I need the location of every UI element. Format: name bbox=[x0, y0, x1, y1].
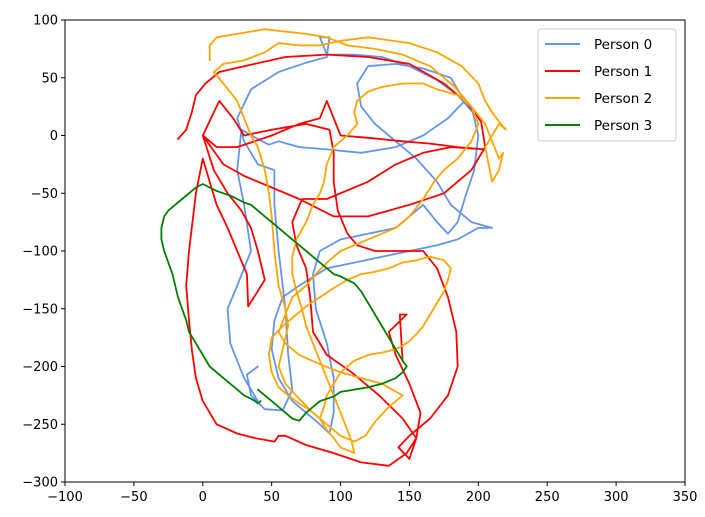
y-tick-label: −200 bbox=[22, 360, 58, 375]
y-tick-label: −300 bbox=[22, 476, 58, 491]
series-line-person-1 bbox=[177, 53, 487, 467]
x-tick-label: −100 bbox=[47, 490, 83, 505]
y-tick-label: −150 bbox=[22, 302, 58, 317]
x-tick-label: 0 bbox=[199, 490, 207, 505]
series-line-person-3 bbox=[160, 183, 408, 422]
series-line-person-2 bbox=[208, 28, 507, 454]
x-tick-label: 100 bbox=[328, 490, 353, 505]
plot-area bbox=[160, 28, 507, 467]
x-tick-label: 50 bbox=[263, 490, 280, 505]
legend-label: Person 0 bbox=[594, 37, 652, 53]
legend-label: Person 2 bbox=[594, 91, 652, 107]
legend-label: Person 1 bbox=[594, 64, 652, 80]
y-tick-label: 0 bbox=[50, 129, 58, 144]
x-tick-label: 350 bbox=[673, 490, 698, 505]
y-tick-label: −250 bbox=[22, 418, 58, 433]
y-tick-label: −50 bbox=[31, 187, 58, 202]
y-tick-label: 100 bbox=[33, 14, 58, 29]
x-tick-label: 300 bbox=[604, 490, 629, 505]
x-tick-label: 250 bbox=[535, 490, 560, 505]
x-tick-label: 200 bbox=[466, 490, 491, 505]
x-tick-label: 150 bbox=[397, 490, 422, 505]
legend-label: Person 3 bbox=[594, 118, 652, 134]
axes: −100 −50 0 50 100 150 200 250 300 350 −300 −250 −200… bbox=[22, 14, 697, 506]
y-tick-label: 50 bbox=[41, 71, 58, 86]
series-line-person-0 bbox=[226, 36, 493, 435]
y-tick-label: −100 bbox=[22, 245, 58, 260]
x-tick-label: −50 bbox=[120, 490, 147, 505]
legend-box bbox=[537, 28, 677, 142]
legend: Person 0 Person 1 Person 2 Person 3 bbox=[537, 28, 677, 142]
